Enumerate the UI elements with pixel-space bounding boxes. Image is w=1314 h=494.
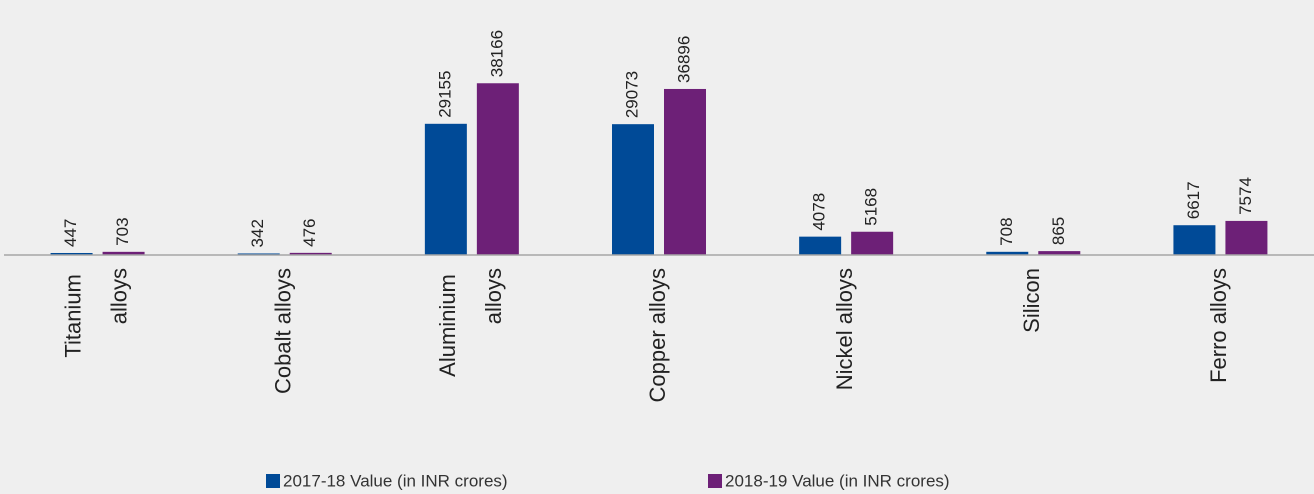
bar [1173, 225, 1216, 255]
x-tick-label: Ferro alloys [1206, 268, 1231, 383]
value-label: 703 [113, 217, 132, 245]
x-tick-label: Silicon [1019, 268, 1044, 333]
value-label: 38166 [487, 30, 506, 77]
value-label: 6617 [1184, 181, 1203, 219]
x-tick-label: Aluminium alloys [435, 268, 506, 377]
value-label: 36896 [674, 36, 693, 83]
x-tick-label: Copper alloys [645, 268, 670, 403]
value-label: 5168 [862, 188, 881, 226]
value-label: 29073 [622, 71, 641, 118]
value-label: 342 [248, 219, 267, 247]
x-tick-label: Titanium alloys [60, 268, 131, 358]
bar [986, 251, 1029, 255]
legend-label: 2018-19 Value (in INR crores) [725, 471, 950, 490]
legend-swatch [708, 474, 722, 488]
value-label: 4078 [810, 193, 829, 231]
bar [289, 252, 332, 255]
bar [1225, 220, 1268, 255]
value-label: 447 [61, 219, 80, 247]
bar [237, 253, 280, 255]
bar [851, 231, 894, 255]
legend-label: 2017-18 Value (in INR crores) [283, 471, 508, 490]
value-label: 29155 [435, 71, 454, 118]
x-tick-label: Nickel alloys [832, 268, 857, 390]
value-label: 7574 [1236, 177, 1255, 215]
value-label: 865 [1049, 217, 1068, 245]
bar [424, 123, 467, 256]
bar [612, 124, 654, 255]
bar [476, 83, 519, 256]
bar [50, 252, 93, 255]
bar [102, 251, 145, 255]
value-label: 476 [300, 218, 319, 246]
bar [1038, 251, 1081, 255]
bar [799, 236, 842, 255]
bar [664, 88, 706, 255]
x-tick-label: Cobalt alloys [271, 268, 296, 394]
value-label: 708 [997, 217, 1016, 245]
legend-swatch [266, 474, 280, 488]
